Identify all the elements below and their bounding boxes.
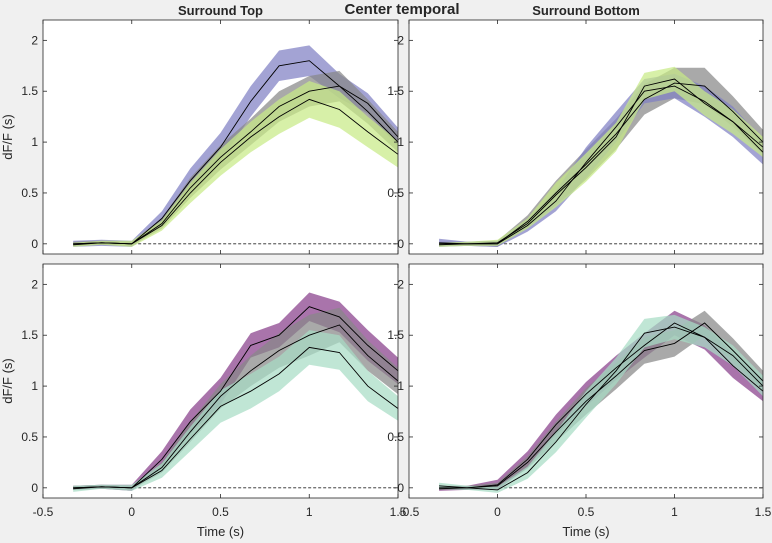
y-tick-label: 1: [397, 135, 404, 149]
y-tick-label: 0.5: [387, 186, 404, 200]
y-tick-label: 2: [31, 277, 38, 291]
mean-line-2: [439, 85, 764, 245]
x-tick-label: 1.5: [755, 505, 772, 519]
panels: 0 0.5 1 1.5 2 Surround Top dF/F (s) 0 0.5 1 1.5 2 Su…: [0, 3, 772, 539]
x-tick-label: 1: [306, 505, 313, 519]
mean-line-3: [439, 326, 764, 491]
mean-line-1: [439, 322, 764, 490]
y-tick-label: 1: [397, 379, 404, 393]
y-tick-label: 1.5: [387, 328, 404, 342]
mean-line-3: [73, 346, 399, 490]
y-tick-label: 1: [31, 135, 38, 149]
error-band-3: [73, 330, 398, 492]
panel-1: 0 0.5 1 1.5 2 Surround Top dF/F (s): [0, 3, 399, 255]
plot-area: [409, 20, 763, 254]
y-tick-label: 0.5: [21, 430, 38, 444]
x-tick-label: -0.5: [399, 505, 420, 519]
y-tick-label: 0: [31, 481, 38, 495]
y-tick-label: 2: [397, 33, 404, 47]
y-tick-label: 1.5: [387, 84, 404, 98]
y-axis-label: dF/F (s): [0, 358, 15, 404]
x-axis-label: Time (s): [562, 524, 609, 539]
y-axis-label: dF/F (s): [0, 114, 15, 160]
panel-3: 0 0.5 1 1.5 2 -0.5 0 0.5 1 1.5 dF/F (s) Time (s): [0, 263, 407, 539]
y-tick-label: 1: [31, 379, 38, 393]
y-tick-label: 0: [397, 481, 404, 495]
mean-line-3: [439, 78, 764, 246]
error-band-3: [439, 66, 763, 247]
error-band-3: [73, 81, 398, 247]
x-tick-label: 1: [671, 505, 678, 519]
x-tick-label: 0: [128, 505, 135, 519]
y-tick-label: 2: [31, 33, 38, 47]
panel-title: Surround Bottom: [532, 3, 640, 18]
x-tick-label: 0.5: [578, 505, 595, 519]
x-tick-label: 1.5: [390, 505, 407, 519]
panel-2: 0 0.5 1 1.5 2 Surround Bottom: [387, 3, 764, 255]
mean-line-2: [439, 322, 764, 489]
plot-area: [409, 264, 763, 498]
x-axis-label: Time (s): [197, 524, 244, 539]
y-tick-label: 1.5: [21, 328, 38, 342]
mean-line-3: [73, 98, 399, 246]
y-tick-label: 0: [397, 237, 404, 251]
y-tick-label: 2: [397, 277, 404, 291]
figure-title: Center temporal: [344, 1, 459, 18]
panel-title: Surround Top: [178, 3, 263, 18]
y-tick-label: 0.5: [21, 186, 38, 200]
y-tick-label: 1.5: [21, 84, 38, 98]
x-tick-label: -0.5: [33, 505, 54, 519]
y-tick-label: 0.5: [387, 430, 404, 444]
x-tick-label: 0: [494, 505, 501, 519]
y-tick-label: 0: [31, 237, 38, 251]
panel-4: 0 0.5 1 1.5 2 -0.5 0 0.5 1 1.5 Time (s): [387, 263, 772, 539]
x-tick-label: 0.5: [212, 505, 229, 519]
